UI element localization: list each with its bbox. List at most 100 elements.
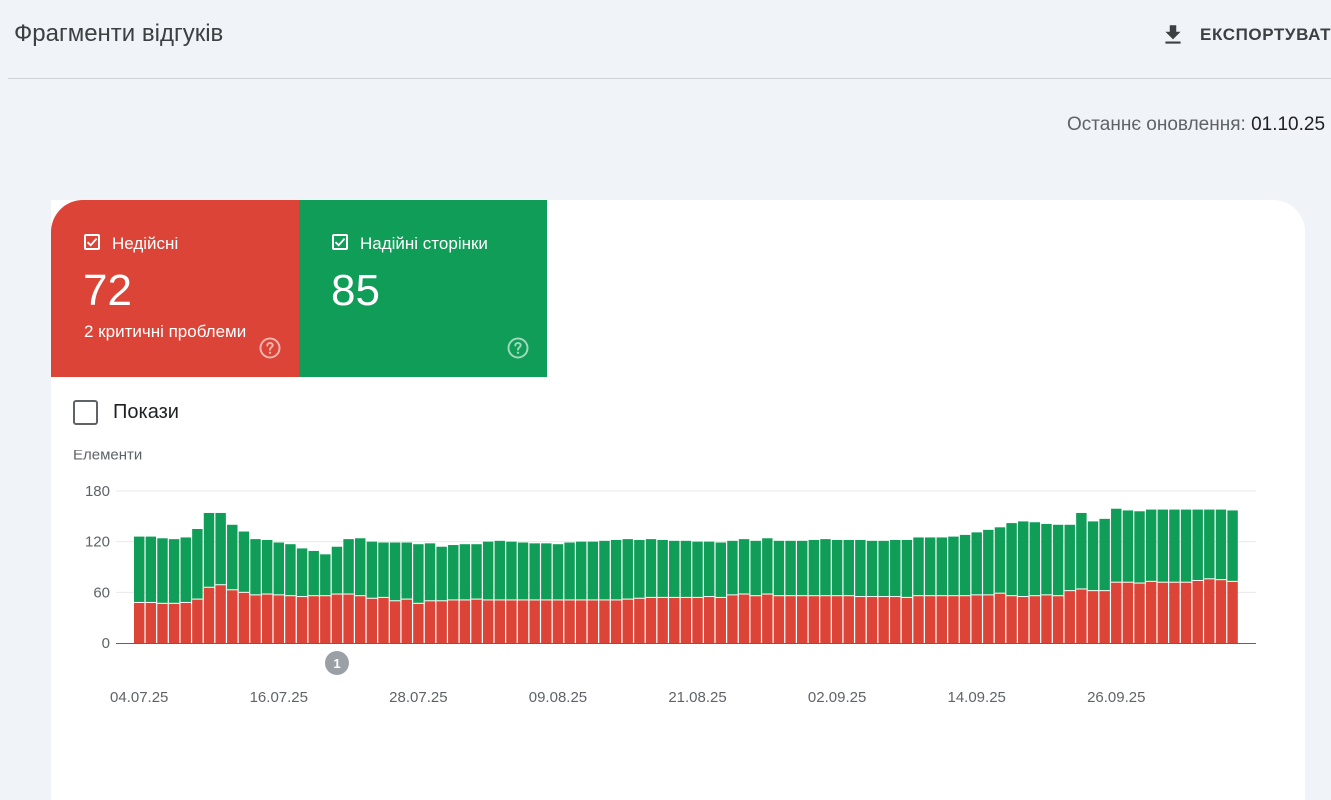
x-tick-label: 02.09.25: [808, 689, 866, 706]
bar-invalid: [506, 599, 517, 643]
bar-invalid: [936, 595, 948, 643]
bar-invalid: [401, 599, 412, 643]
bar-valid: [715, 542, 727, 598]
bar-valid: [669, 540, 680, 598]
invalid-checkbox[interactable]: [84, 234, 100, 250]
bar-invalid: [1157, 582, 1169, 643]
bar-invalid: [1192, 580, 1203, 643]
bar-valid: [1227, 510, 1238, 582]
bar-invalid: [471, 599, 482, 643]
bar-valid: [750, 540, 761, 596]
bar-valid: [727, 540, 738, 595]
bar-valid: [389, 542, 401, 601]
bar-valid: [1215, 509, 1227, 580]
x-tick-label: 09.08.25: [529, 689, 587, 706]
bar-invalid: [180, 602, 191, 643]
bar-invalid: [1087, 590, 1099, 643]
bar-valid: [471, 544, 482, 600]
bar-valid: [1029, 522, 1041, 596]
bar-invalid: [738, 594, 750, 643]
bar-invalid: [773, 595, 785, 643]
x-tick-label: 04.07.25: [110, 689, 168, 706]
bar-valid: [913, 537, 924, 596]
bar-valid: [494, 540, 506, 600]
bar-valid: [971, 532, 982, 595]
bar-valid: [401, 542, 412, 600]
bar-invalid: [541, 599, 552, 643]
bar-invalid: [703, 596, 715, 643]
invalid-tile[interactable]: Недійсні 72 2 критичні проблеми: [51, 200, 299, 377]
page-title: Фрагменти відгуків: [14, 20, 224, 47]
bar-invalid: [459, 599, 471, 643]
bar-invalid: [1169, 582, 1180, 643]
y-tick-label: 180: [85, 483, 110, 500]
bar-invalid: [878, 596, 889, 643]
bar-invalid: [343, 594, 354, 643]
bar-valid: [843, 539, 854, 596]
bar-invalid: [692, 597, 703, 643]
bar-invalid: [785, 595, 796, 643]
bar-valid: [1076, 512, 1087, 589]
help-icon[interactable]: [258, 336, 282, 360]
y-tick-label: 0: [102, 635, 110, 652]
bar-valid: [610, 539, 622, 600]
items-chart: Елементи 0 60 120 180 04.07.25 16.07.25 28.07.2…: [73, 450, 1256, 706]
bar-valid: [936, 537, 948, 596]
bar-invalid: [971, 594, 982, 643]
bar-valid: [506, 541, 517, 600]
valid-tile[interactable]: Надійні сторінки 85: [299, 200, 547, 377]
bar-invalid: [192, 599, 203, 643]
bar-invalid: [727, 594, 738, 643]
bar-invalid: [296, 596, 308, 643]
x-tick-label: 26.09.25: [1087, 689, 1145, 706]
bar-invalid: [285, 595, 296, 643]
bar-invalid: [1122, 582, 1134, 643]
impressions-label: Покази: [113, 401, 179, 423]
bar-invalid: [564, 599, 575, 643]
annotation-label: 1: [333, 656, 340, 671]
bar-valid: [1145, 509, 1157, 582]
invalid-label: Недійсні: [112, 234, 179, 253]
bar-valid: [692, 541, 703, 598]
bar-valid: [552, 544, 564, 600]
help-icon[interactable]: [506, 336, 530, 360]
bar-valid: [866, 540, 878, 597]
invalid-subtitle: 2 критичні проблеми: [84, 322, 247, 341]
bar-invalid: [1204, 578, 1215, 643]
bar-invalid: [1145, 581, 1157, 643]
bar-valid: [448, 545, 459, 600]
bar-invalid: [715, 597, 727, 643]
bar-invalid: [1076, 588, 1087, 643]
bar-valid: [227, 524, 238, 590]
bar-valid: [576, 541, 587, 600]
bar-invalid: [1111, 582, 1122, 643]
bar-valid: [436, 546, 447, 601]
bar-valid: [203, 512, 215, 588]
bar-valid: [785, 540, 796, 596]
bar-valid: [250, 539, 261, 595]
bar-invalid: [762, 594, 773, 643]
bar-valid: [366, 541, 378, 599]
bar-invalid: [599, 599, 610, 643]
bar-invalid: [831, 595, 843, 643]
valid-label: Надійні сторінки: [360, 234, 488, 253]
bar-invalid: [890, 596, 901, 643]
export-button[interactable]: ЕКСПОРТУВАТИ: [1160, 22, 1331, 48]
bar-invalid: [238, 592, 250, 643]
bar-invalid: [820, 595, 831, 643]
bar-valid: [1064, 524, 1075, 591]
bar-invalid: [855, 596, 866, 643]
bar-invalid: [657, 597, 668, 643]
bar-valid: [1041, 523, 1052, 595]
bar-valid: [168, 539, 180, 604]
bar-invalid: [529, 599, 540, 643]
bar-invalid: [366, 598, 378, 643]
x-tick-label: 14.09.25: [947, 689, 1005, 706]
bar-invalid: [948, 595, 959, 643]
impressions-checkbox[interactable]: [73, 400, 98, 425]
bar-invalid: [1006, 595, 1017, 643]
check-icon: [334, 238, 346, 247]
bar-invalid: [227, 589, 238, 643]
bar-valid: [901, 539, 913, 598]
valid-checkbox[interactable]: [332, 234, 348, 250]
